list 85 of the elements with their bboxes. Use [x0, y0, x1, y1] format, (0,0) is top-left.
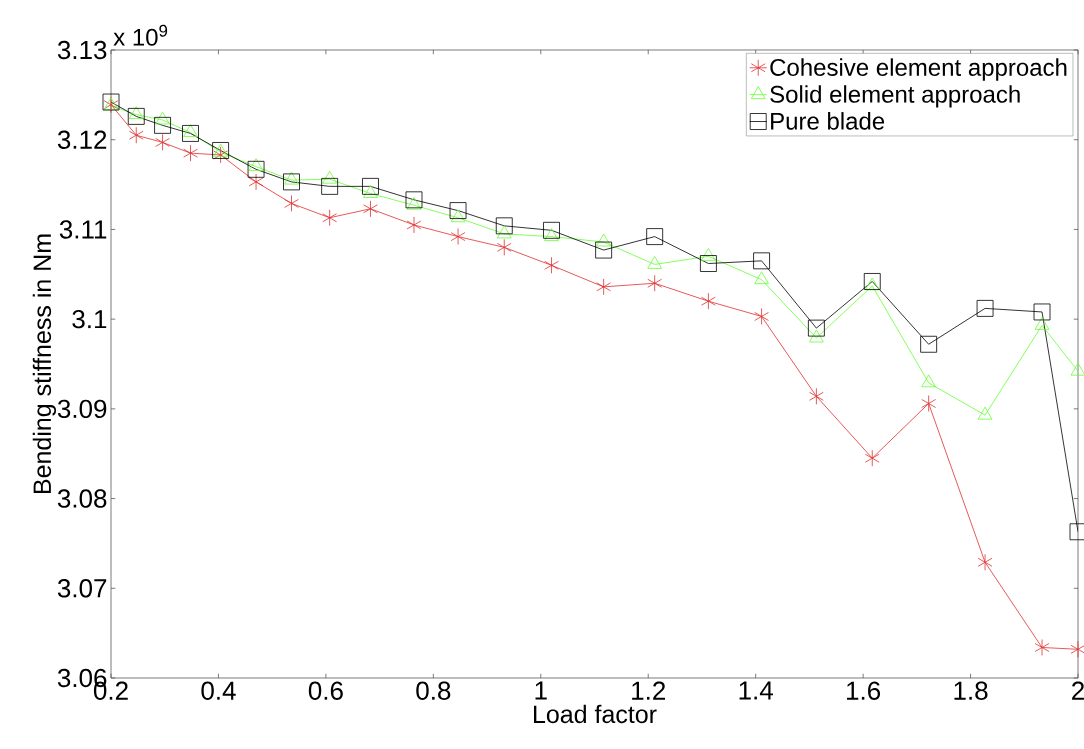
y-tick-label: 3.09	[57, 399, 107, 419]
point	[322, 209, 337, 227]
point	[283, 173, 300, 191]
point	[921, 374, 936, 388]
point	[406, 196, 422, 210]
point	[864, 277, 880, 291]
text: x 10$^{9}$	[113, 24, 168, 46]
point	[154, 116, 171, 134]
point	[647, 274, 663, 292]
legend-label: Solid element approach	[770, 85, 1020, 108]
point	[701, 247, 716, 261]
point	[450, 209, 466, 223]
point	[543, 221, 560, 239]
point	[977, 406, 993, 420]
point	[322, 170, 337, 184]
point	[700, 255, 717, 272]
point	[155, 111, 170, 125]
point	[284, 195, 299, 212]
y-axis-title: Bending stiffness in Nm	[32, 234, 57, 494]
point	[863, 273, 881, 290]
point	[363, 200, 378, 218]
point	[864, 449, 880, 467]
y-tick-label: 3.1	[72, 309, 107, 329]
point	[247, 160, 265, 178]
point	[183, 144, 198, 162]
x-tick-label: 1.8	[954, 681, 988, 700]
x-tick-label: 2	[1072, 681, 1084, 700]
legend-label: Cohesive element approach	[770, 58, 1067, 81]
point	[753, 252, 770, 270]
point	[977, 553, 993, 571]
point	[321, 177, 339, 195]
point	[248, 158, 264, 172]
point	[406, 216, 422, 234]
point	[248, 173, 264, 191]
point	[921, 395, 936, 412]
point	[544, 228, 559, 241]
x-tick-label: 1.4	[739, 681, 773, 700]
x-axis-title: Load factor	[534, 704, 657, 724]
point	[128, 126, 144, 144]
point	[155, 134, 170, 151]
point	[754, 308, 769, 325]
point	[920, 335, 938, 353]
point	[976, 299, 994, 317]
x-tick-label: 1.6	[847, 681, 881, 700]
point	[701, 292, 716, 310]
y-tick-label: 3.11	[59, 220, 107, 239]
point	[213, 146, 228, 164]
legend-label: Pure blade	[771, 112, 885, 130]
y-tick-label: 3.13	[57, 40, 107, 60]
point	[127, 107, 145, 125]
point	[496, 238, 512, 256]
point	[1034, 639, 1050, 656]
x-tick-label: 0.8	[416, 681, 451, 700]
y-tick-label: 3.08	[57, 489, 107, 508]
point	[595, 241, 613, 259]
point	[362, 177, 379, 195]
point	[646, 228, 664, 245]
point	[544, 256, 559, 274]
point	[1070, 640, 1084, 658]
point	[754, 271, 769, 285]
x-tick-label: 0.6	[308, 681, 343, 700]
x-tick-label: 1.2	[632, 681, 665, 700]
point	[809, 329, 824, 343]
point	[450, 228, 466, 245]
point	[647, 256, 663, 269]
point	[405, 191, 423, 209]
point	[284, 171, 299, 185]
y-tick-label: 3.12	[57, 130, 107, 149]
point	[809, 387, 824, 405]
point	[1070, 362, 1084, 376]
point	[363, 185, 378, 198]
y-tick-label: 3.07	[57, 579, 107, 598]
point	[596, 233, 611, 247]
point	[183, 124, 198, 137]
point	[449, 202, 467, 219]
point	[1033, 303, 1051, 321]
point	[495, 217, 513, 235]
point	[1034, 317, 1050, 330]
x-tick-label: 0.4	[201, 681, 236, 700]
point	[596, 278, 611, 296]
point	[128, 106, 144, 119]
point	[496, 225, 512, 239]
x-tick-label: 1	[535, 681, 547, 700]
point	[182, 125, 199, 142]
point	[807, 319, 825, 337]
